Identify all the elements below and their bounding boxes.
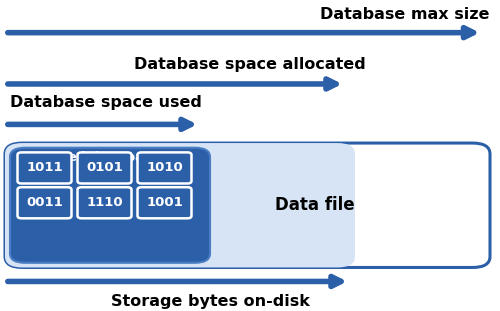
Text: Data file: Data file xyxy=(275,196,355,214)
Text: Database space allocated: Database space allocated xyxy=(134,57,366,72)
FancyBboxPatch shape xyxy=(18,152,72,183)
Text: 1110: 1110 xyxy=(86,196,123,209)
FancyBboxPatch shape xyxy=(5,143,490,267)
Text: Database space used: Database space used xyxy=(10,95,202,110)
FancyBboxPatch shape xyxy=(78,187,132,218)
Text: Used data pages: Used data pages xyxy=(52,151,168,164)
Text: 1011: 1011 xyxy=(26,161,63,174)
Text: 1001: 1001 xyxy=(146,196,183,209)
FancyBboxPatch shape xyxy=(78,152,132,183)
Text: 0101: 0101 xyxy=(86,161,123,174)
FancyBboxPatch shape xyxy=(138,152,192,183)
FancyBboxPatch shape xyxy=(138,187,192,218)
Text: 0011: 0011 xyxy=(26,196,63,209)
Text: Database max size: Database max size xyxy=(320,7,490,22)
FancyBboxPatch shape xyxy=(5,143,355,267)
FancyBboxPatch shape xyxy=(10,148,210,263)
Text: 1010: 1010 xyxy=(146,161,183,174)
FancyBboxPatch shape xyxy=(18,187,72,218)
Text: Storage bytes on-disk: Storage bytes on-disk xyxy=(110,294,310,309)
